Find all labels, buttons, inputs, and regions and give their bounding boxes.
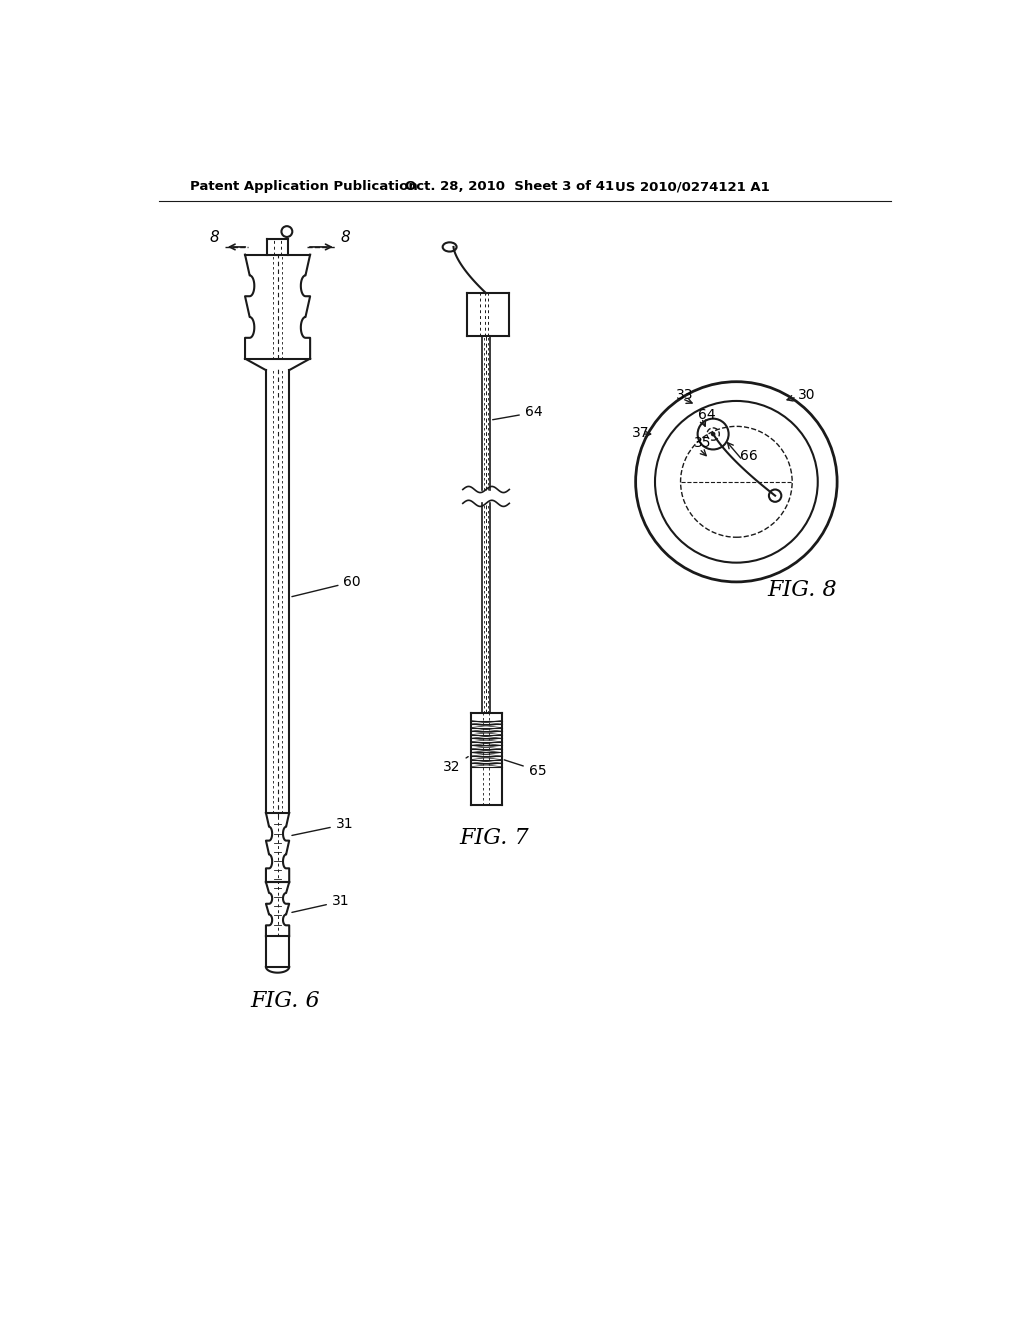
Text: 30: 30 bbox=[799, 388, 816, 401]
Text: US 2010/0274121 A1: US 2010/0274121 A1 bbox=[614, 181, 769, 194]
Text: FIG. 8: FIG. 8 bbox=[767, 578, 837, 601]
Text: 37: 37 bbox=[632, 426, 649, 440]
Text: 8: 8 bbox=[341, 231, 350, 246]
Text: 32: 32 bbox=[443, 756, 468, 774]
Text: Oct. 28, 2010  Sheet 3 of 41: Oct. 28, 2010 Sheet 3 of 41 bbox=[406, 181, 614, 194]
Text: FIG. 6: FIG. 6 bbox=[251, 990, 321, 1012]
Text: 66: 66 bbox=[740, 449, 758, 463]
Text: 60: 60 bbox=[292, 576, 361, 597]
Text: 31: 31 bbox=[292, 817, 353, 836]
Text: 8: 8 bbox=[209, 231, 219, 246]
Text: 65: 65 bbox=[504, 760, 546, 777]
Text: 33: 33 bbox=[676, 388, 693, 401]
Text: 64: 64 bbox=[493, 405, 543, 420]
Circle shape bbox=[711, 432, 716, 437]
Text: 64: 64 bbox=[697, 408, 715, 421]
Text: 31: 31 bbox=[292, 895, 349, 912]
Text: 35: 35 bbox=[693, 436, 712, 450]
Text: FIG. 7: FIG. 7 bbox=[459, 826, 528, 849]
Text: Patent Application Publication: Patent Application Publication bbox=[190, 181, 418, 194]
